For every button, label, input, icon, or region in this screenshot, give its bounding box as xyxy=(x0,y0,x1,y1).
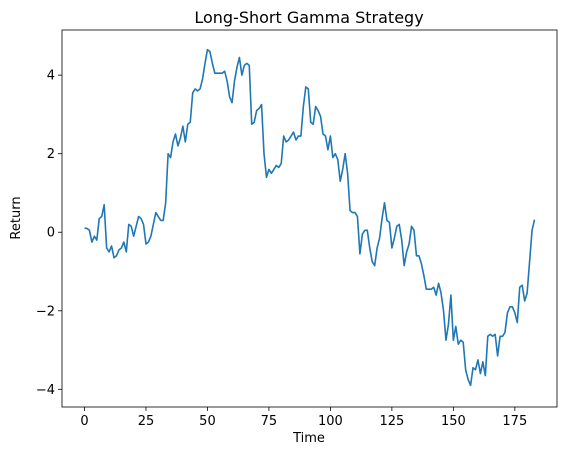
x-tick-label: 75 xyxy=(261,414,278,429)
data-line xyxy=(84,48,536,387)
y-tick-label: −2 xyxy=(36,304,55,319)
chart-title: Long-Short Gamma Strategy xyxy=(194,8,423,27)
x-tick-label: 25 xyxy=(138,414,155,429)
x-tick-label: 0 xyxy=(80,414,88,429)
x-tick-label: 50 xyxy=(199,414,216,429)
y-axis-label: Return xyxy=(9,196,24,239)
x-tick-label: 125 xyxy=(379,414,404,429)
y-tick-label: 2 xyxy=(47,147,55,162)
x-tick-label: 150 xyxy=(441,414,466,429)
x-tick-label: 175 xyxy=(502,414,527,429)
x-axis-label: Time xyxy=(292,431,325,446)
y-tick-label: 4 xyxy=(47,69,55,84)
plot-frame xyxy=(61,29,558,408)
x-tick-label: 100 xyxy=(318,414,343,429)
y-tick-label: −4 xyxy=(36,383,55,398)
y-tick-label: 0 xyxy=(47,226,55,241)
